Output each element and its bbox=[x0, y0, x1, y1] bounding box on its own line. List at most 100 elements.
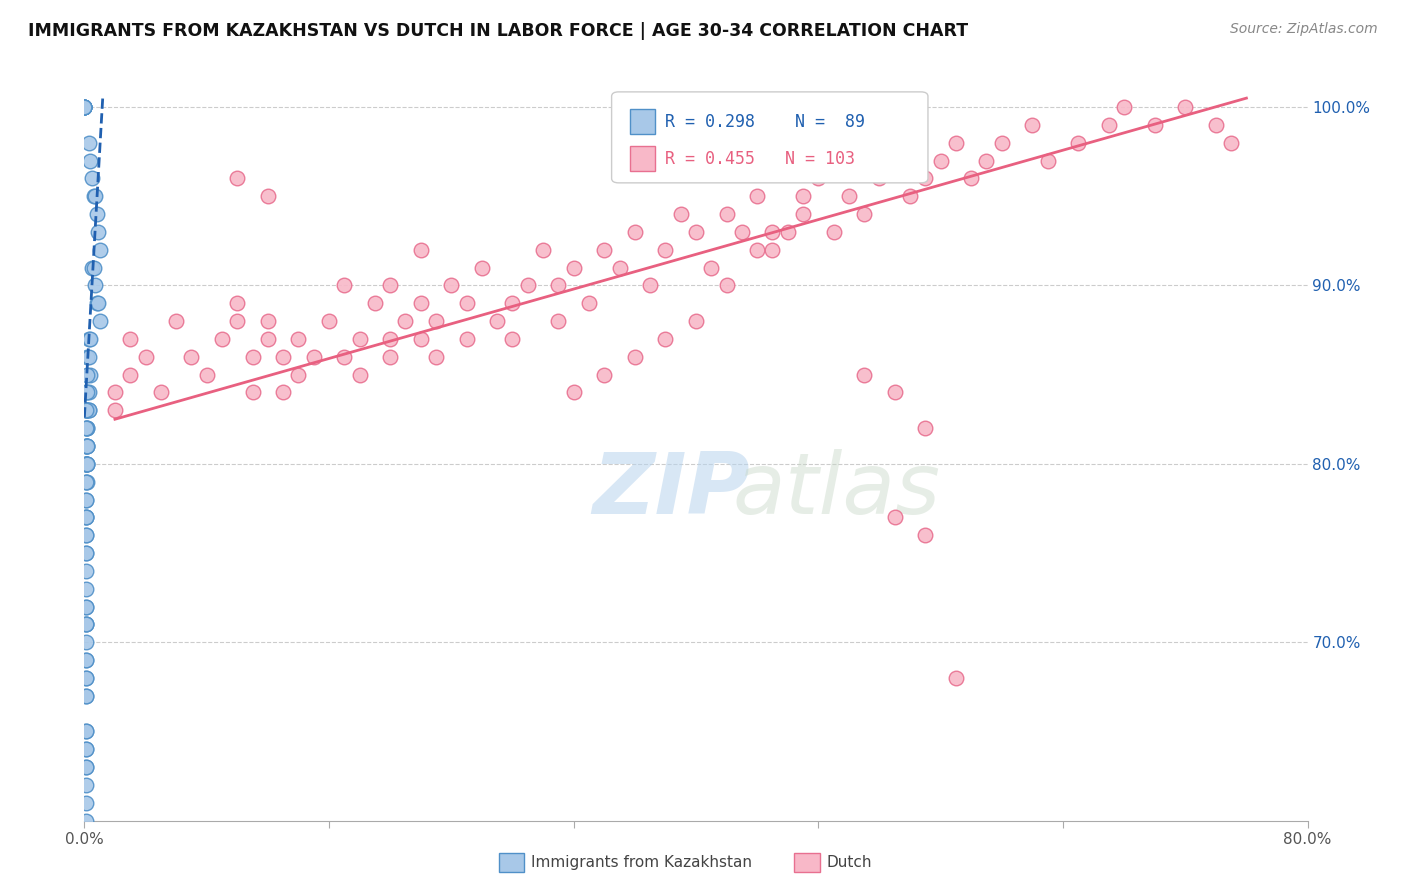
Point bbox=[77, 385, 100, 400]
Point bbox=[349, 368, 371, 382]
Point bbox=[75, 671, 97, 685]
Point bbox=[75, 403, 97, 417]
Point bbox=[991, 136, 1014, 150]
Point bbox=[120, 332, 142, 346]
Point bbox=[669, 207, 692, 221]
Point bbox=[73, 100, 96, 114]
Point bbox=[1067, 136, 1090, 150]
Text: IMMIGRANTS FROM KAZAKHSTAN VS DUTCH IN LABOR FORCE | AGE 30-34 CORRELATION CHART: IMMIGRANTS FROM KAZAKHSTAN VS DUTCH IN L… bbox=[28, 22, 969, 40]
Point bbox=[104, 385, 127, 400]
Text: Source: ZipAtlas.com: Source: ZipAtlas.com bbox=[1230, 22, 1378, 37]
Point bbox=[1114, 100, 1136, 114]
Point bbox=[380, 278, 402, 293]
Point bbox=[898, 189, 921, 203]
Point bbox=[75, 439, 97, 453]
Point bbox=[562, 385, 585, 400]
Point bbox=[76, 368, 98, 382]
Point bbox=[77, 332, 100, 346]
Text: Immigrants from Kazakhstan: Immigrants from Kazakhstan bbox=[531, 855, 752, 870]
Point bbox=[624, 225, 647, 239]
Point bbox=[75, 760, 97, 774]
Point bbox=[425, 314, 447, 328]
Point bbox=[76, 457, 98, 471]
Point bbox=[79, 153, 101, 168]
Point bbox=[75, 635, 97, 649]
Point bbox=[75, 546, 97, 560]
Point bbox=[83, 260, 105, 275]
Point bbox=[456, 332, 478, 346]
Point bbox=[502, 296, 524, 310]
Point bbox=[1143, 118, 1166, 132]
Text: atlas: atlas bbox=[733, 450, 941, 533]
Text: R = 0.455   N = 103: R = 0.455 N = 103 bbox=[665, 150, 855, 168]
Point bbox=[75, 653, 97, 667]
Point bbox=[211, 332, 233, 346]
Point bbox=[257, 189, 280, 203]
Point bbox=[75, 617, 97, 632]
Point bbox=[75, 421, 97, 435]
Point bbox=[929, 153, 952, 168]
Text: ZIP: ZIP bbox=[592, 450, 749, 533]
Point bbox=[120, 368, 142, 382]
Point bbox=[75, 599, 97, 614]
Point bbox=[80, 171, 103, 186]
Point bbox=[257, 332, 280, 346]
Point bbox=[914, 421, 936, 435]
Point bbox=[593, 368, 616, 382]
Point bbox=[75, 439, 97, 453]
Point bbox=[349, 332, 371, 346]
Point bbox=[75, 671, 97, 685]
Point bbox=[75, 796, 97, 810]
Point bbox=[761, 243, 783, 257]
Point bbox=[75, 742, 97, 756]
Point bbox=[914, 528, 936, 542]
Point bbox=[75, 546, 97, 560]
Point bbox=[75, 403, 97, 417]
Point bbox=[77, 403, 100, 417]
Point bbox=[75, 510, 97, 524]
Point bbox=[838, 189, 860, 203]
Point bbox=[75, 475, 97, 489]
Point bbox=[1220, 136, 1243, 150]
Text: Dutch: Dutch bbox=[827, 855, 872, 870]
Point bbox=[75, 653, 97, 667]
Point bbox=[76, 421, 98, 435]
Point bbox=[76, 457, 98, 471]
Point bbox=[471, 260, 494, 275]
Text: R = 0.298    N =  89: R = 0.298 N = 89 bbox=[665, 112, 865, 130]
Point bbox=[73, 100, 96, 114]
Point bbox=[776, 225, 799, 239]
Point bbox=[75, 814, 97, 828]
Point bbox=[76, 439, 98, 453]
Point bbox=[333, 350, 356, 364]
Point bbox=[593, 243, 616, 257]
Point bbox=[685, 225, 707, 239]
Point bbox=[807, 171, 830, 186]
Point bbox=[75, 528, 97, 542]
Point bbox=[440, 278, 463, 293]
Point bbox=[165, 314, 187, 328]
Point bbox=[149, 385, 172, 400]
Point bbox=[135, 350, 157, 364]
Point bbox=[716, 278, 738, 293]
Point bbox=[195, 368, 218, 382]
Point bbox=[731, 225, 754, 239]
Point bbox=[76, 385, 98, 400]
Point bbox=[883, 153, 905, 168]
Point bbox=[226, 296, 249, 310]
Point bbox=[531, 243, 554, 257]
Point bbox=[84, 189, 107, 203]
Point bbox=[380, 332, 402, 346]
Point bbox=[257, 314, 280, 328]
Point bbox=[89, 243, 111, 257]
Point bbox=[73, 100, 96, 114]
Point bbox=[333, 278, 356, 293]
Point bbox=[73, 100, 96, 114]
Point bbox=[76, 403, 98, 417]
Point bbox=[654, 332, 676, 346]
Point bbox=[89, 314, 111, 328]
Point bbox=[226, 314, 249, 328]
Point bbox=[75, 617, 97, 632]
Point bbox=[700, 260, 723, 275]
Point bbox=[869, 171, 891, 186]
